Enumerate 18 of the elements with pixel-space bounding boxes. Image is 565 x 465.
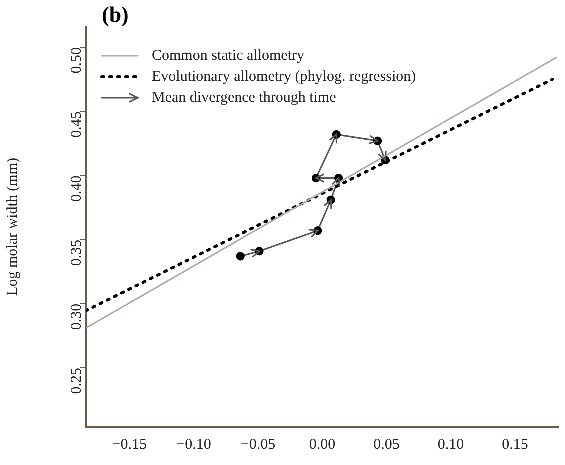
x-tick-label: −0.05 xyxy=(240,436,276,453)
chart-title: (b) xyxy=(102,2,129,27)
y-tick-label: 0.50 xyxy=(68,48,85,74)
x-tick-label: 0.00 xyxy=(309,436,336,453)
y-tick-label: 0.35 xyxy=(68,240,85,266)
x-tick-label: 0.05 xyxy=(374,436,400,453)
y-tick-label: 0.30 xyxy=(68,304,85,330)
y-tick-label: 0.25 xyxy=(68,368,85,394)
legend-label: Mean divergence through time xyxy=(152,90,337,106)
x-tick-label: 0.15 xyxy=(502,436,528,453)
x-tick-label: 0.10 xyxy=(438,436,464,453)
x-tick-label: −0.15 xyxy=(112,436,148,453)
x-tick-label: −0.10 xyxy=(176,436,212,453)
y-tick-label: 0.45 xyxy=(68,112,85,138)
y-tick-label: 0.40 xyxy=(68,176,85,202)
y-axis-title: Log molar width (mm) xyxy=(4,158,21,296)
legend-label: Common static allometry xyxy=(152,48,305,64)
legend-label: Evolutionary allometry (phylog. regression) xyxy=(152,68,416,85)
